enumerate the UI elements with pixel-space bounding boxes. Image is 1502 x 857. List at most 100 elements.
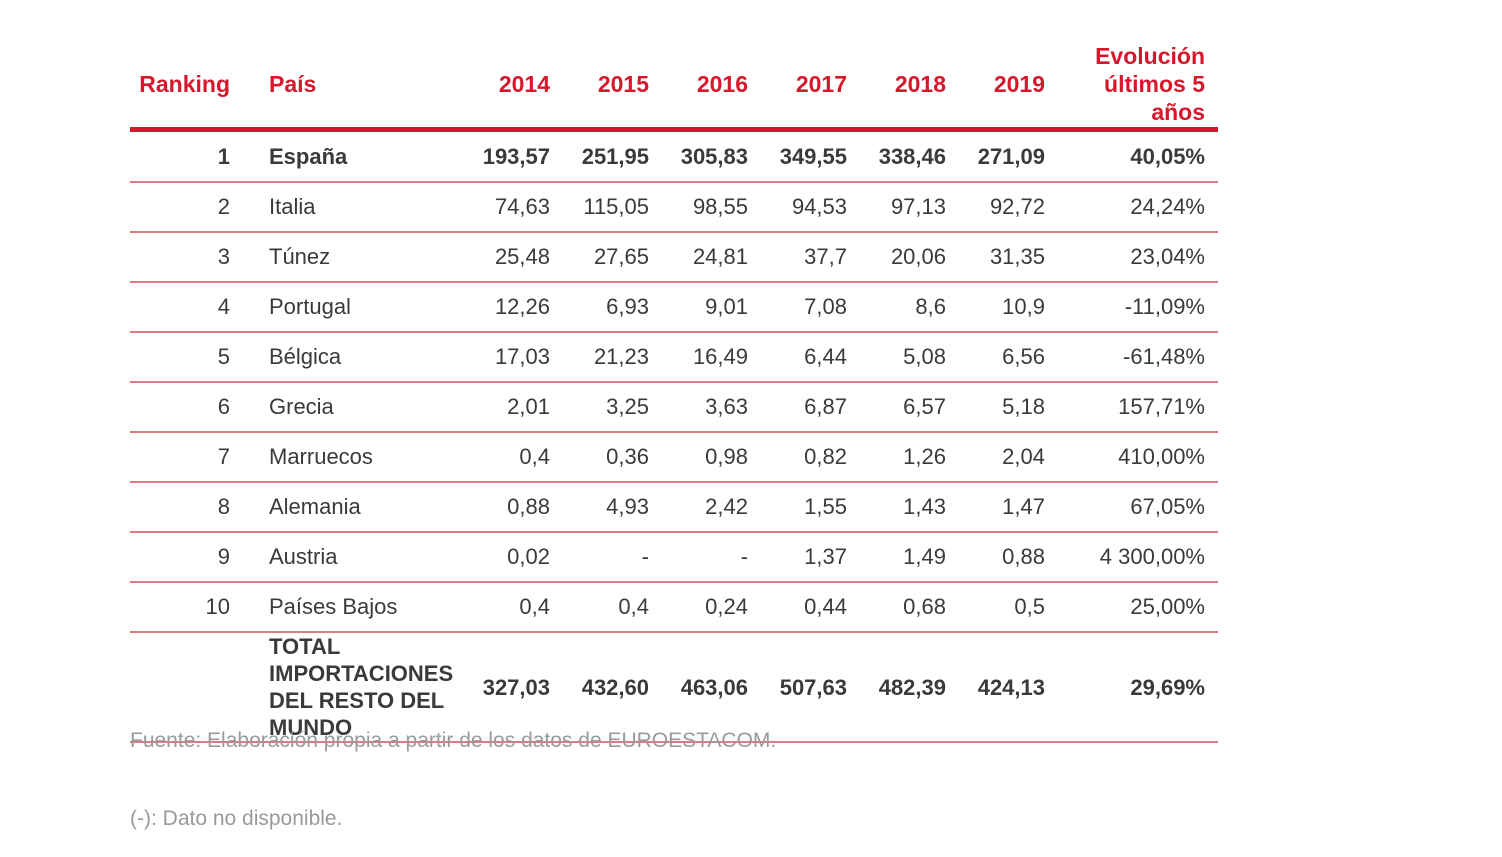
value-cell: 0,68 [860, 582, 959, 633]
value-cell: 1,43 [860, 482, 959, 533]
total-value-cell: 463,06 [662, 632, 761, 743]
value-cell: 1,49 [860, 532, 959, 583]
table-row: 1 España 193,57 251,95 305,83 349,55 338,46 271… [130, 129, 1218, 183]
table-row: 3 Túnez 25,48 27,65 24,81 37,7 20,06 31,35 23,04… [130, 232, 1218, 283]
value-cell: 0,36 [563, 432, 662, 483]
value-cell: 338,46 [860, 129, 959, 183]
value-cell: 24,81 [662, 232, 761, 283]
value-cell: 6,44 [761, 332, 860, 383]
value-cell: 0,82 [761, 432, 860, 483]
country-cell: Países Bajos [243, 582, 464, 633]
value-cell: 27,65 [563, 232, 662, 283]
value-cell: 2,42 [662, 482, 761, 533]
value-cell: 0,4 [464, 432, 563, 483]
value-cell: 37,7 [761, 232, 860, 283]
imports-ranking-table: Ranking País 2014 2015 2016 2017 2018 20… [130, 0, 1218, 743]
value-cell: 0,98 [662, 432, 761, 483]
table-row: 9 Austria 0,02- -1,37 1,49 0,88 4 300,00% [130, 532, 1218, 583]
evolution-cell: 4 300,00% [1058, 532, 1218, 583]
value-cell: 3,25 [563, 382, 662, 433]
header-year: 2016 [662, 0, 761, 132]
value-cell: 1,26 [860, 432, 959, 483]
value-cell: 17,03 [464, 332, 563, 383]
value-cell: 1,55 [761, 482, 860, 533]
rank-cell: 3 [130, 232, 243, 283]
evolution-cell: 67,05% [1058, 482, 1218, 533]
evolution-cell: 40,05% [1058, 129, 1218, 183]
value-cell: 115,05 [563, 182, 662, 233]
value-cell: 25,48 [464, 232, 563, 283]
value-cell: 251,95 [563, 129, 662, 183]
value-cell: 4,93 [563, 482, 662, 533]
rank-cell: 5 [130, 332, 243, 383]
header-ranking: Ranking [130, 0, 243, 132]
value-cell: 21,23 [563, 332, 662, 383]
value-cell: 94,53 [761, 182, 860, 233]
header-pais: País [243, 0, 464, 132]
table-header: Ranking País 2014 2015 2016 2017 2018 20… [130, 0, 1218, 132]
value-cell: 5,08 [860, 332, 959, 383]
value-cell: 97,13 [860, 182, 959, 233]
rank-cell [130, 632, 243, 743]
value-cell: 271,09 [959, 129, 1058, 183]
country-cell: Grecia [243, 382, 464, 433]
table-body: 1 España 193,57 251,95 305,83 349,55 338,46 271… [130, 129, 1218, 743]
value-cell: 349,55 [761, 129, 860, 183]
rank-cell: 1 [130, 129, 243, 183]
table-row: 7 Marruecos 0,4 0,36 0,98 0,82 1,26 2,04 410,00% [130, 432, 1218, 483]
total-label-cell: TOTAL IMPORTACIONES DEL RESTO DEL MUNDO [243, 632, 464, 743]
total-value-cell: 432,60 [563, 632, 662, 743]
value-cell: - [662, 532, 761, 583]
rank-cell: 9 [130, 532, 243, 583]
header-year: 2015 [563, 0, 662, 132]
value-cell: 7,08 [761, 282, 860, 333]
header-year: 2017 [761, 0, 860, 132]
country-cell: Alemania [243, 482, 464, 533]
rank-cell: 10 [130, 582, 243, 633]
value-cell: 0,5 [959, 582, 1058, 633]
value-cell: 31,35 [959, 232, 1058, 283]
rank-cell: 6 [130, 382, 243, 433]
rank-cell: 8 [130, 482, 243, 533]
table-row: 2 Italia 74,63 115,05 98,55 94,53 97,13 92,72 24… [130, 182, 1218, 233]
value-cell: 74,63 [464, 182, 563, 233]
table-row: 6 Grecia 2,01 3,25 3,63 6,87 6,57 5,18 157,71% [130, 382, 1218, 433]
evolution-cell: 410,00% [1058, 432, 1218, 483]
not-available-note: (-): Dato no disponible. [130, 807, 343, 830]
total-row: TOTAL IMPORTACIONES DEL RESTO DEL MUNDO 3… [130, 632, 1218, 743]
value-cell: - [563, 532, 662, 583]
value-cell: 2,01 [464, 382, 563, 433]
imports-table-container: Ranking País 2014 2015 2016 2017 2018 20… [130, 0, 1218, 743]
value-cell: 6,57 [860, 382, 959, 433]
value-cell: 1,37 [761, 532, 860, 583]
header-evolucion: Evolución últimos 5 años [1058, 0, 1218, 132]
value-cell: 3,63 [662, 382, 761, 433]
table-row: 5 Bélgica 17,03 21,23 16,49 6,44 5,08 6,56 -61,4… [130, 332, 1218, 383]
value-cell: 0,02 [464, 532, 563, 583]
table-row: 10 Países Bajos 0,4 0,4 0,24 0,44 0,68 0,5 25,00… [130, 582, 1218, 633]
total-value-cell: 507,63 [761, 632, 860, 743]
country-cell: Marruecos [243, 432, 464, 483]
value-cell: 1,47 [959, 482, 1058, 533]
value-cell: 6,93 [563, 282, 662, 333]
evolution-cell: -61,48% [1058, 332, 1218, 383]
country-cell: España [243, 129, 464, 183]
value-cell: 2,04 [959, 432, 1058, 483]
value-cell: 5,18 [959, 382, 1058, 433]
country-cell: Italia [243, 182, 464, 233]
value-cell: 12,26 [464, 282, 563, 333]
table-row: 4 Portugal 12,26 6,93 9,01 7,08 8,6 10,9 -11,09% [130, 282, 1218, 333]
value-cell: 0,4 [464, 582, 563, 633]
country-cell: Portugal [243, 282, 464, 333]
evolution-cell: 23,04% [1058, 232, 1218, 283]
header-year: 2019 [959, 0, 1058, 132]
country-cell: Túnez [243, 232, 464, 283]
value-cell: 98,55 [662, 182, 761, 233]
evolution-cell: 25,00% [1058, 582, 1218, 633]
header-year: 2014 [464, 0, 563, 132]
value-cell: 6,87 [761, 382, 860, 433]
value-cell: 0,88 [464, 482, 563, 533]
value-cell: 8,6 [860, 282, 959, 333]
value-cell: 193,57 [464, 129, 563, 183]
total-value-cell: 482,39 [860, 632, 959, 743]
